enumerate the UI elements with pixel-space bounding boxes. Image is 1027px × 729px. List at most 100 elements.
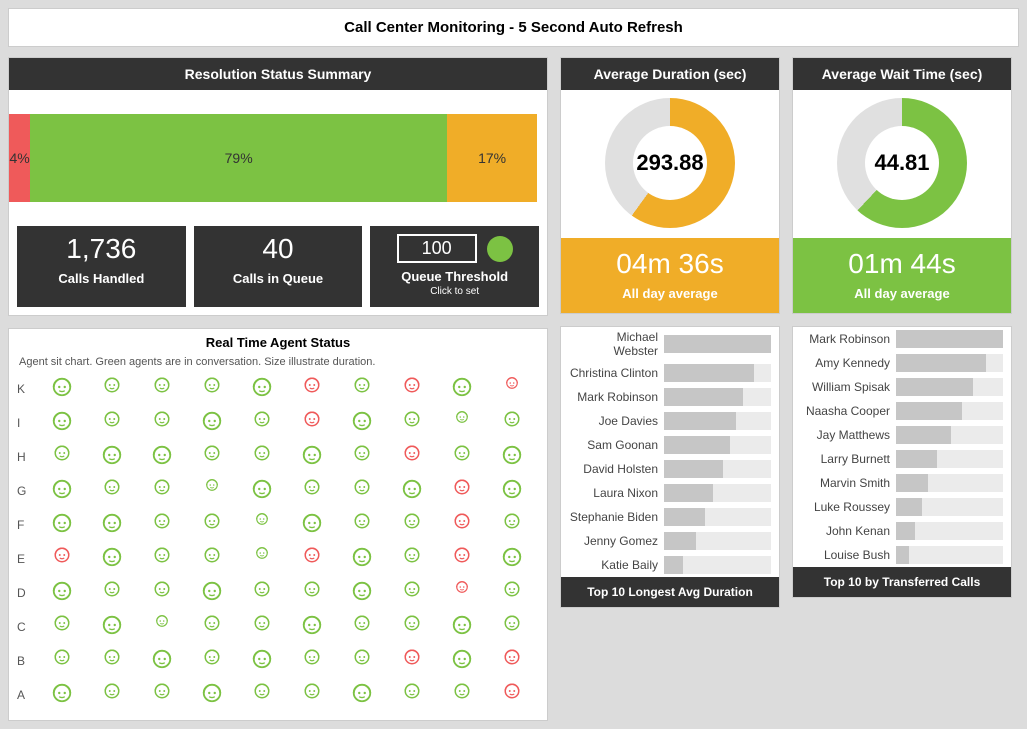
- agent-cell: [337, 376, 387, 403]
- top-list-bar: [896, 474, 928, 492]
- agent-cell: [387, 376, 437, 403]
- agent-icon: [301, 444, 323, 466]
- agent-cell: [237, 614, 287, 641]
- headset-icon: [201, 682, 223, 709]
- top-list-bar-bg: [896, 450, 1003, 468]
- agent-icon: [255, 512, 269, 526]
- agent-row-label: G: [17, 484, 37, 498]
- agent-icon: [303, 580, 321, 598]
- headset-icon: [453, 682, 471, 709]
- agent-cell: [237, 512, 287, 539]
- page-title: Call Center Monitoring - 5 Second Auto R…: [8, 8, 1019, 47]
- agent-icon: [503, 682, 521, 700]
- agent-cell: [287, 376, 337, 403]
- headset-icon: [253, 410, 271, 437]
- agent-cell: [37, 512, 87, 539]
- headset-icon: [505, 376, 519, 403]
- agent-cell: [87, 614, 137, 641]
- resolution-title: Resolution Status Summary: [9, 58, 547, 90]
- top-list-bar: [896, 426, 951, 444]
- agent-cell: [237, 376, 287, 403]
- headset-icon: [153, 512, 171, 539]
- agent-icon: [153, 478, 171, 496]
- agent-cell: [137, 410, 187, 437]
- agent-icon: [53, 444, 71, 462]
- agent-cell: [137, 614, 187, 641]
- top-list-row: Marvin Smith: [793, 471, 1011, 495]
- agent-cell: [337, 478, 387, 505]
- top-list-bar-bg: [664, 556, 771, 574]
- top-list-name: Louise Bush: [801, 548, 896, 562]
- agent-cell: [187, 478, 237, 505]
- headset-icon: [101, 546, 123, 573]
- agent-cell: [487, 512, 537, 539]
- headset-icon: [103, 682, 121, 709]
- headset-icon: [403, 410, 421, 437]
- agent-icon: [353, 614, 371, 632]
- top-list-bar-bg: [896, 354, 1003, 372]
- agent-icon: [353, 648, 371, 666]
- avg-wait-panel: Average Wait Time (sec) 44.81 01m 44s Al…: [792, 57, 1012, 314]
- agent-status-panel: Real Time Agent Status Agent sit chart. …: [8, 328, 548, 721]
- calls-handled-label: Calls Handled: [23, 271, 180, 286]
- agent-cell: [137, 512, 187, 539]
- agent-cell: [137, 444, 187, 471]
- headset-icon: [303, 580, 321, 607]
- headset-icon: [255, 546, 269, 573]
- agent-icon: [205, 478, 219, 492]
- agent-cell: [387, 410, 437, 437]
- top-list-row: Mark Robinson: [561, 385, 779, 409]
- avg-wait-title: Average Wait Time (sec): [793, 58, 1011, 90]
- agent-icon: [451, 614, 473, 636]
- agent-icon: [51, 376, 73, 398]
- agent-icon: [501, 444, 523, 466]
- top-list-bar: [664, 532, 696, 550]
- headset-icon: [103, 478, 121, 505]
- headset-icon: [403, 614, 421, 641]
- headset-icon: [153, 478, 171, 505]
- agent-icon: [251, 478, 273, 500]
- agent-cell: [237, 444, 287, 471]
- agent-cell: [87, 444, 137, 471]
- top-list-bar-bg: [664, 484, 771, 502]
- agent-icon: [153, 682, 171, 700]
- headset-icon: [353, 444, 371, 471]
- headset-icon: [53, 614, 71, 641]
- agent-icon: [403, 580, 421, 598]
- agent-row: G: [17, 474, 539, 508]
- agent-row: I: [17, 406, 539, 440]
- agent-cell: [37, 580, 87, 607]
- agent-cell: [337, 410, 387, 437]
- headset-icon: [403, 682, 421, 709]
- headset-icon: [201, 580, 223, 607]
- top-list-row: Mark Robinson: [793, 327, 1011, 351]
- agent-cell: [187, 614, 237, 641]
- agent-icon: [53, 614, 71, 632]
- agent-icon: [51, 580, 73, 602]
- agent-icon: [301, 614, 323, 636]
- headset-icon: [403, 444, 421, 471]
- top-list-row: Michael Webster: [561, 327, 779, 361]
- headset-icon: [353, 376, 371, 403]
- queue-threshold-input[interactable]: [397, 234, 477, 263]
- top-list-name: Michael Webster: [569, 330, 664, 358]
- headset-icon: [451, 614, 473, 641]
- headset-icon: [303, 682, 321, 709]
- queue-threshold-box[interactable]: Queue Threshold Click to set: [370, 226, 539, 307]
- agent-icon: [153, 580, 171, 598]
- agent-cell: [437, 580, 487, 607]
- avg-wait-donut: 44.81: [837, 98, 967, 228]
- top-list-bar-bg: [664, 388, 771, 406]
- top-list-row: Jenny Gomez: [561, 529, 779, 553]
- agent-icon: [351, 682, 373, 704]
- agent-cell: [187, 512, 237, 539]
- agent-icon: [351, 546, 373, 568]
- headset-icon: [501, 478, 523, 505]
- headset-icon: [253, 682, 271, 709]
- agent-row-label: H: [17, 450, 37, 464]
- agent-icon: [153, 512, 171, 530]
- agent-icon: [501, 546, 523, 568]
- agent-cell: [237, 410, 287, 437]
- headset-icon: [503, 614, 521, 641]
- agent-row: H: [17, 440, 539, 474]
